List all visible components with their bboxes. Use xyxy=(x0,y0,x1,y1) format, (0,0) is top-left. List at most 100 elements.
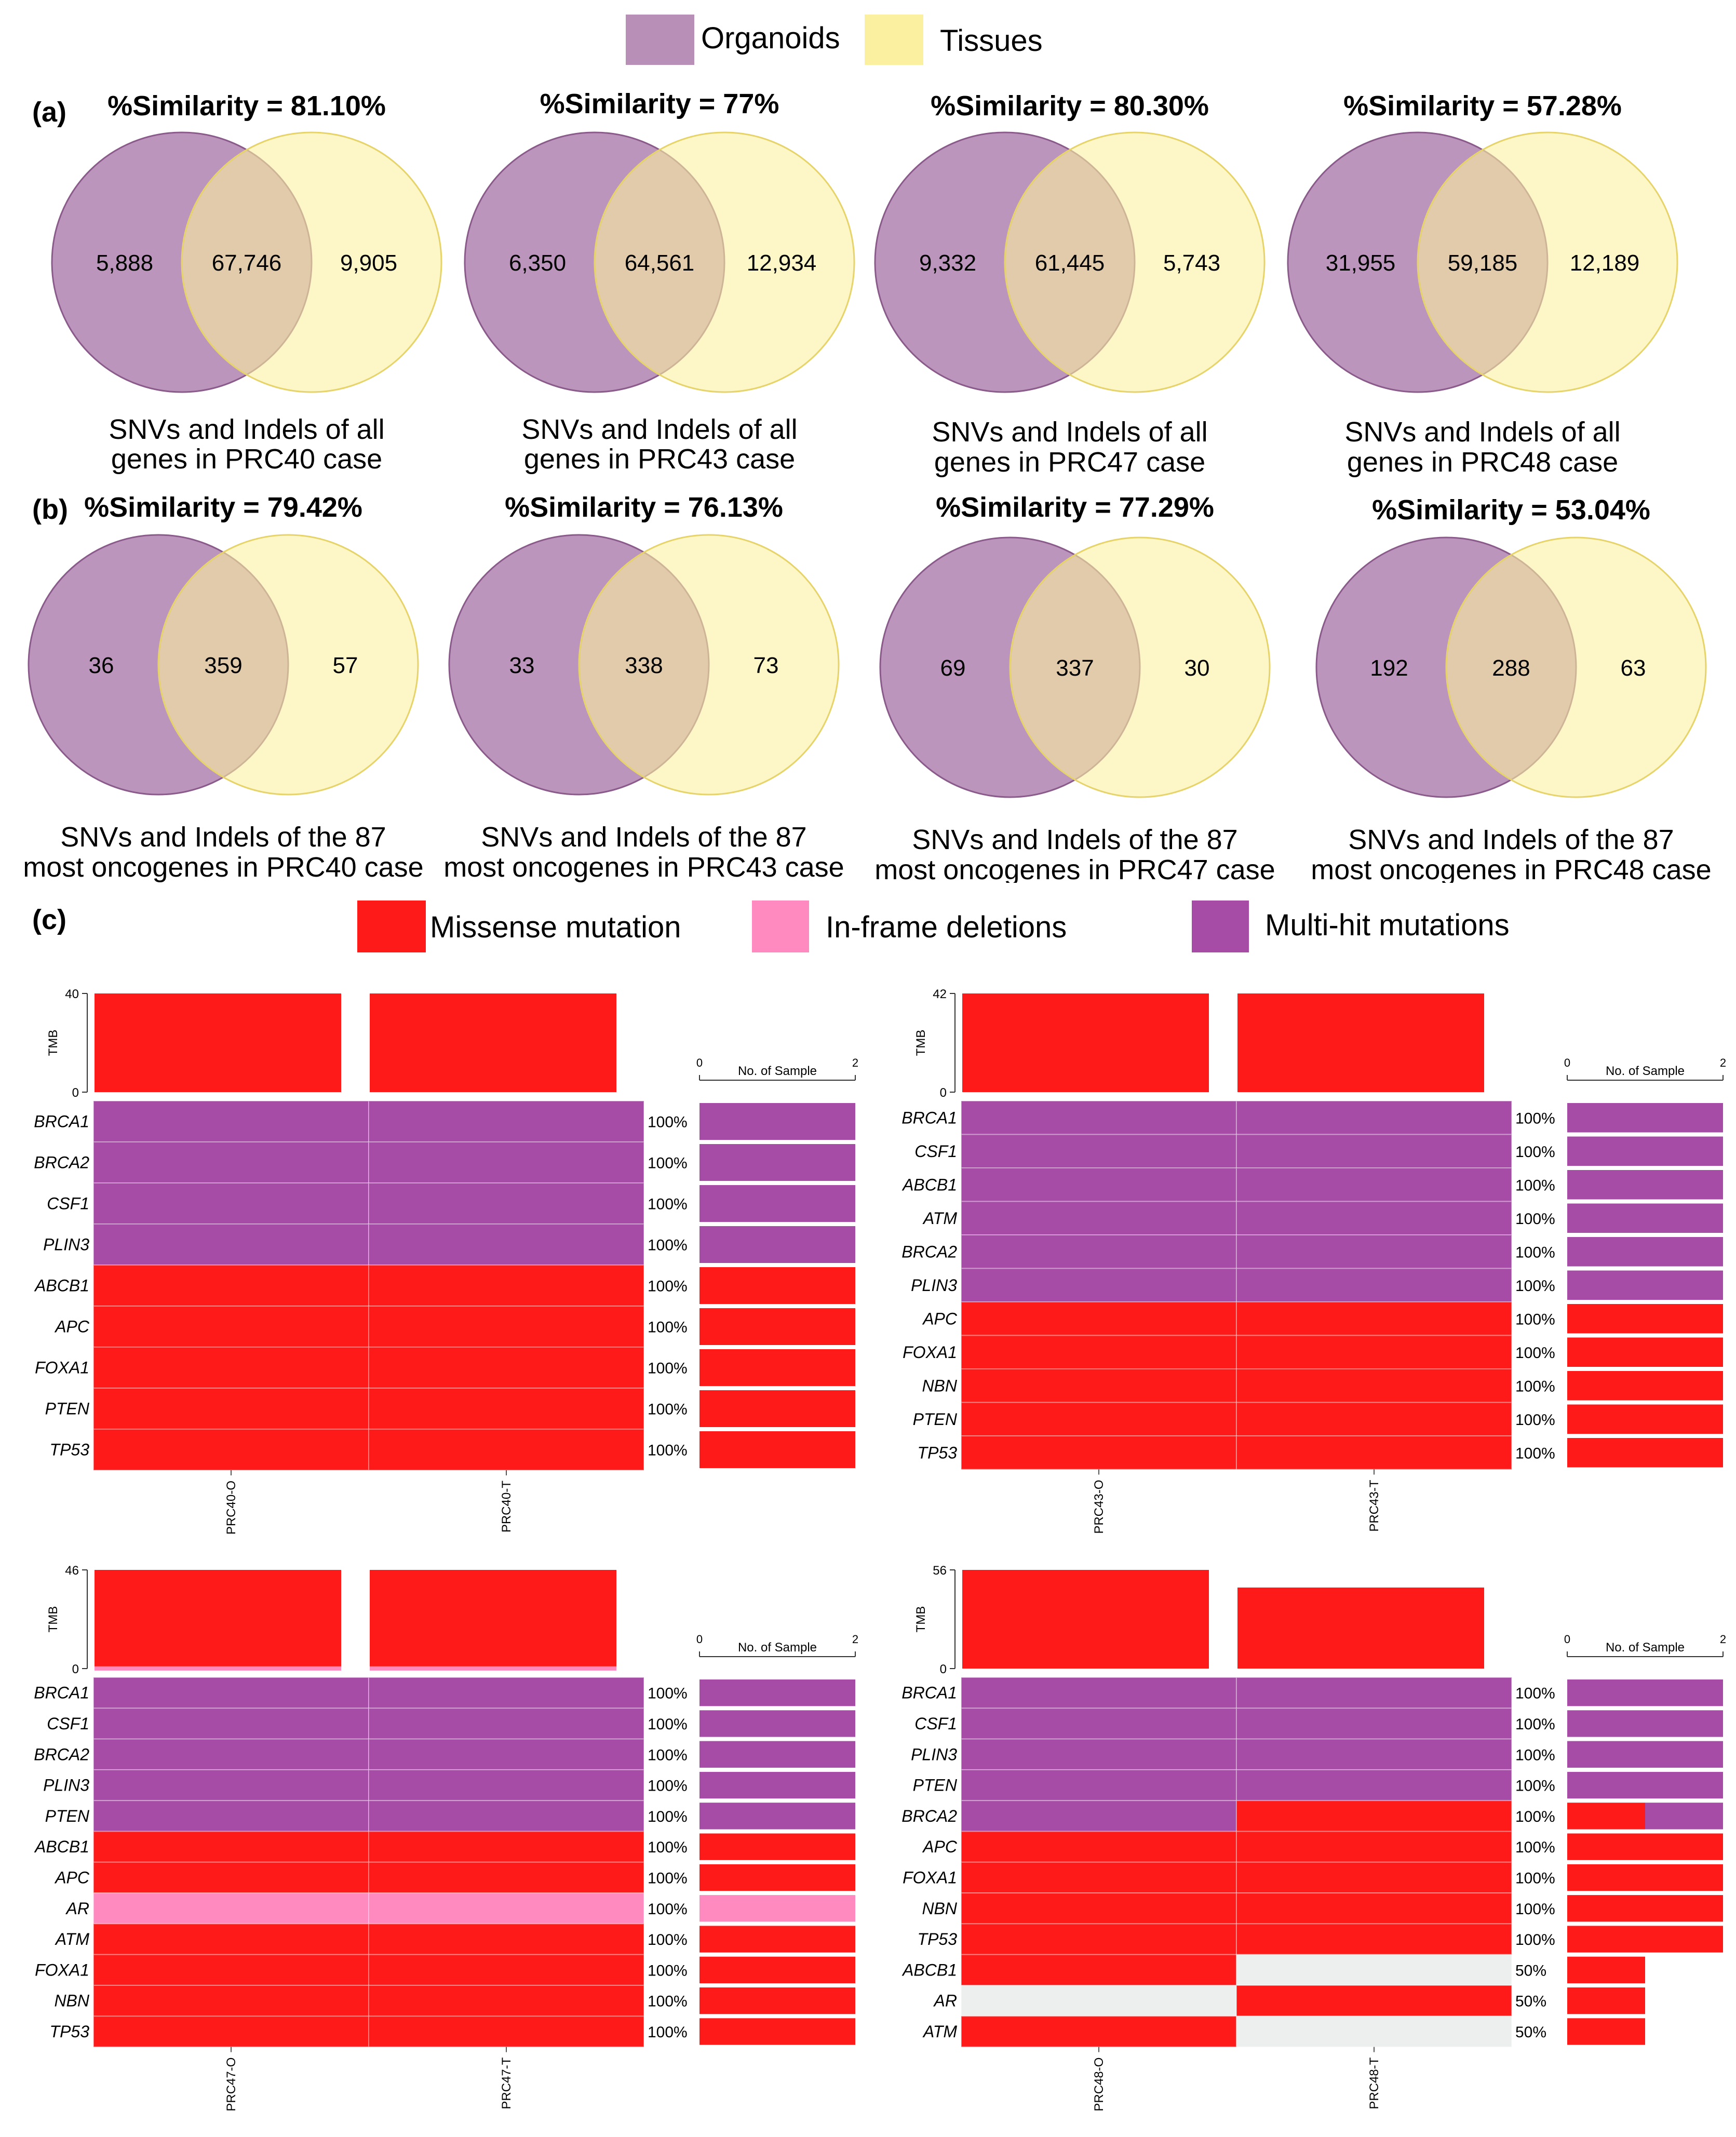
sample-count-bar xyxy=(1567,1404,1723,1434)
mutation-cell xyxy=(961,1800,1237,1832)
venn-8: %Similarity = 53.04% 192 288 63 SNVs and Ind… xyxy=(1311,494,1711,883)
mutation-cell xyxy=(961,1954,1237,1986)
mutation-cell xyxy=(93,1347,369,1389)
tissue-only-count: 63 xyxy=(1621,655,1646,681)
sample-count-bar xyxy=(1567,1270,1723,1300)
row-percent: 100% xyxy=(1515,1378,1555,1395)
tissue-only-count: 9,905 xyxy=(340,250,397,276)
multihit-swatch xyxy=(1192,901,1249,952)
tissue-only-count: 30 xyxy=(1185,655,1210,681)
mutation-cell xyxy=(961,1708,1237,1740)
mutation-cell xyxy=(1236,1738,1512,1770)
venn-caption-line: SNVs and Indels of the 87 xyxy=(481,822,806,853)
row-percent: 100% xyxy=(1515,1870,1555,1887)
row-percent: 100% xyxy=(648,1237,688,1254)
mutation-cell xyxy=(961,1435,1237,1470)
gene-label: CSF1 xyxy=(914,1142,957,1161)
panel-label-b: (b) xyxy=(32,494,68,525)
tmb-bar-inframe xyxy=(370,1666,616,1671)
mutation-cell xyxy=(93,1429,369,1471)
mutation-cell xyxy=(1236,1301,1512,1336)
sample-count-bar xyxy=(699,2018,855,2045)
mutation-cell xyxy=(368,1800,644,1832)
row-percent: 100% xyxy=(648,1319,688,1336)
mutation-cell xyxy=(93,1892,369,1925)
row-percent: 100% xyxy=(648,1778,688,1795)
mutation-cell xyxy=(93,1141,369,1184)
row-percent: 100% xyxy=(1515,1746,1555,1764)
sample-count-bar xyxy=(699,1679,855,1706)
sample-count-bar xyxy=(1567,1679,1723,1706)
nsample-axis-label: No. of Sample xyxy=(1606,1641,1685,1655)
tissue-only-count: 57 xyxy=(333,653,358,678)
mutation-cell xyxy=(961,1335,1237,1369)
venn-title: %Similarity = 79.42% xyxy=(84,492,362,523)
tmb-axis-label: TMB xyxy=(914,1030,928,1056)
tmb-bar-missense xyxy=(95,993,341,1092)
gene-label: FOXA1 xyxy=(903,1343,957,1362)
sample-count-bar xyxy=(1567,1203,1723,1233)
venn-title: %Similarity = 80.30% xyxy=(931,90,1209,122)
sample-count-bar xyxy=(699,1803,855,1830)
nsample-tick-label: 2 xyxy=(852,1633,858,1646)
nsample-tick-label: 0 xyxy=(1564,1056,1570,1069)
row-percent: 100% xyxy=(1515,1311,1555,1328)
gene-label: FOXA1 xyxy=(35,1359,89,1377)
mutation-cell xyxy=(1236,1201,1512,1235)
sample-count-bar xyxy=(699,1226,855,1263)
mutation-cell xyxy=(1236,1435,1512,1470)
row-percent: 100% xyxy=(648,1962,688,1979)
mutation-cell xyxy=(368,1182,644,1225)
row-percent: 100% xyxy=(1515,1412,1555,1429)
mutation-cell xyxy=(93,1800,369,1832)
sample-count-bar xyxy=(699,1771,855,1799)
venn-title: %Similarity = 76.13% xyxy=(505,492,783,523)
gene-label: ABCB1 xyxy=(901,1175,957,1194)
row-percent: 100% xyxy=(1515,1808,1555,1825)
mutation-cell xyxy=(961,1677,1237,1709)
gene-label: PTEN xyxy=(913,1410,958,1429)
gene-label: ABCB1 xyxy=(34,1837,89,1856)
row-percent: 100% xyxy=(1515,1685,1555,1702)
mutation-cell xyxy=(1236,2015,1512,2048)
gene-label: PTEN xyxy=(45,1807,90,1825)
shared-count: 338 xyxy=(625,653,663,678)
mutation-cell xyxy=(93,1831,369,1863)
sample-count-bar xyxy=(699,1103,855,1140)
mutation-cell xyxy=(1236,1677,1512,1709)
mutation-cell xyxy=(368,1923,644,1955)
mutation-cell xyxy=(1236,1368,1512,1403)
gene-label: BRCA2 xyxy=(34,1153,89,1172)
tmb-tick-label: 56 xyxy=(933,1564,947,1578)
row-percent: 100% xyxy=(648,1442,688,1459)
nsample-axis-label: No. of Sample xyxy=(738,1641,817,1655)
mutation-cell xyxy=(961,1167,1237,1202)
gene-label: BRCA2 xyxy=(901,1807,957,1825)
row-percent: 100% xyxy=(648,1685,688,1702)
mutation-cell xyxy=(368,1708,644,1740)
row-percent: 50% xyxy=(1515,2024,1546,2041)
row-percent: 100% xyxy=(648,1993,688,2010)
gene-label: PLIN3 xyxy=(43,1776,89,1795)
tmb-tick-label: 46 xyxy=(65,1564,79,1578)
tmb-bar-missense xyxy=(1237,1587,1484,1669)
missense-legend-label: Missense mutation xyxy=(430,910,681,944)
nsample-tick-label: 0 xyxy=(1564,1633,1570,1646)
mutation-cell xyxy=(1236,1268,1512,1302)
sample-count-bar xyxy=(699,1349,855,1386)
gene-label: APC xyxy=(54,1318,90,1336)
mutation-cell xyxy=(93,1265,369,1307)
gene-label: FOXA1 xyxy=(903,1868,957,1887)
venn-6: %Similarity = 76.13% 33 338 73 SNVs and Inde… xyxy=(443,492,844,883)
row-percent: 100% xyxy=(1515,1110,1555,1127)
venn-caption-line: most oncogenes in PRC43 case xyxy=(443,852,844,883)
row-percent: 100% xyxy=(1515,1778,1555,1795)
gene-label: BRCA1 xyxy=(34,1112,89,1131)
gene-label: PTEN xyxy=(913,1776,958,1795)
mutation-cell xyxy=(1236,1800,1512,1832)
mutation-cell xyxy=(368,1265,644,1307)
tmb-axis-label: TMB xyxy=(46,1606,60,1633)
row-percent: 100% xyxy=(1515,1244,1555,1261)
sample-count-bar xyxy=(699,1185,855,1222)
venn-caption-line: SNVs and Indels of all xyxy=(1344,416,1620,448)
